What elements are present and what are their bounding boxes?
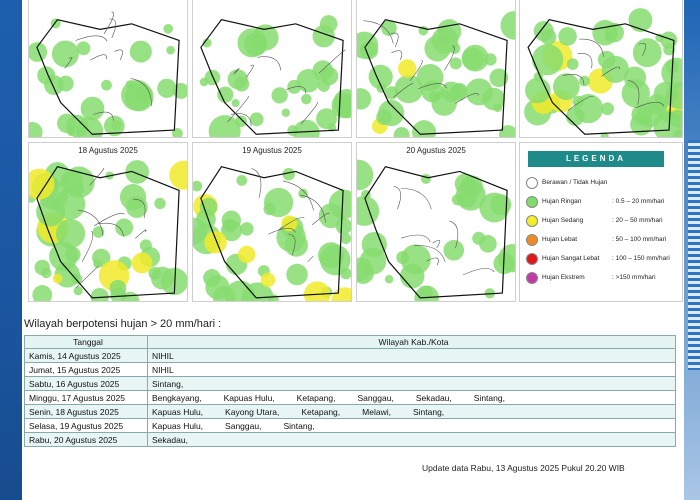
region-name: Sintang, <box>283 420 315 431</box>
forecast-map-6: 19 Agustus 2025 <box>192 142 352 302</box>
legend-swatch <box>526 196 538 208</box>
row-date: Senin, 18 Agustus 2025 <box>24 404 148 419</box>
row-regions: Kapuas Hulu, Kayong Utara, Ketapang, Melawi… <box>147 404 676 419</box>
region-name: Kapuas Hulu, <box>152 406 204 417</box>
row-date: Jumat, 15 Agustus 2025 <box>24 362 148 377</box>
forecast-panel: 18 Agustus 2025 19 Agustus 2025 20 Agustus… <box>22 0 684 500</box>
region-name: Sekadau, <box>152 434 188 445</box>
legend-label: Hujan Lebat <box>542 236 578 243</box>
row-regions: Bengkayang, Kapuas Hulu, Ketapang, Sanggau,… <box>147 390 676 405</box>
legend-swatch <box>526 215 538 227</box>
legend-range: : 20 – 50 mm/hari <box>612 217 663 224</box>
legend-range: : 0.5 – 20 mm/hari <box>612 198 665 205</box>
legend-item: Hujan Lebat : 50 – 100 mm/hari <box>526 232 676 248</box>
map-date-label: 20 Agustus 2025 <box>406 146 466 155</box>
legend-swatch <box>526 234 538 246</box>
map-graphic <box>199 15 351 137</box>
legend-item: Hujan Sedang : 20 – 50 mm/hari <box>526 213 676 229</box>
legend-item: Hujan Ekstrem : >150 mm/hari <box>526 270 676 286</box>
region-name: Ketapang, <box>301 406 341 417</box>
map-graphic <box>193 166 351 301</box>
region-name: Bengkayang, <box>152 392 202 403</box>
legend-item: Berawan / Tidak Hujan <box>526 175 676 191</box>
region-name: Kapuas Hulu, <box>223 392 275 403</box>
region-name: Sanggau, <box>225 420 262 431</box>
legend-label: Hujan Sangat Lebat <box>542 255 600 262</box>
table-header-row: Tanggal Wilayah Kab./Kota <box>24 335 676 349</box>
row-regions: Kapuas Hulu, Sanggau, Sintang, <box>147 418 676 433</box>
legend-item: Hujan Ringan : 0.5 – 20 mm/hari <box>526 194 676 210</box>
decorative-stripe <box>688 140 700 370</box>
legend-range: : >150 mm/hari <box>612 274 656 281</box>
row-regions: NIHIL <box>147 348 676 363</box>
legend-swatch <box>526 272 538 284</box>
right-blue-border <box>684 0 700 500</box>
legend-title: LEGENDA <box>528 151 664 167</box>
map-graphic <box>29 160 187 301</box>
map-graphic <box>29 11 187 137</box>
column-header-region: Wilayah Kab./Kota <box>147 335 676 349</box>
legend-item: Hujan Sangat Lebat : 100 – 150 mm/hari <box>526 251 676 267</box>
legend-range: : 50 – 100 mm/hari <box>612 236 667 243</box>
region-name: NIHIL <box>152 350 174 361</box>
row-date: Kamis, 14 Agustus 2025 <box>24 348 148 363</box>
forecast-map-7: 20 Agustus 2025 <box>356 142 516 302</box>
region-name: Kapuas Hulu, <box>152 420 204 431</box>
left-blue-border <box>0 0 22 500</box>
legend-range: : 100 – 150 mm/hari <box>612 255 670 262</box>
legend-label: Berawan / Tidak Hujan <box>542 179 608 186</box>
update-timestamp: Update data Rabu, 13 Agustus 2025 Pukul … <box>422 463 625 473</box>
forecast-map-3 <box>356 0 516 138</box>
row-regions: NIHIL <box>147 362 676 377</box>
legend-label: Hujan Ringan <box>542 198 582 205</box>
forecast-map-5: 18 Agustus 2025 <box>28 142 188 302</box>
region-name: Melawi, <box>362 406 391 417</box>
forecast-map-1 <box>28 0 188 138</box>
table-row: Rabu, 20 Agustus 2025 Sekadau, <box>24 432 676 447</box>
legend: LEGENDA Berawan / Tidak Hujan Hujan Ringa… <box>519 142 683 302</box>
table-row: Minggu, 17 Agustus 2025 Bengkayang, Kapuas… <box>24 390 676 405</box>
map-date-label: 19 Agustus 2025 <box>242 146 302 155</box>
row-date: Selasa, 19 Agustus 2025 <box>24 418 148 433</box>
row-date: Sabtu, 16 Agustus 2025 <box>24 376 148 391</box>
forecast-map-2 <box>192 0 352 138</box>
row-regions: Sintang, <box>147 376 676 391</box>
row-regions: Sekadau, <box>147 432 676 447</box>
map-graphic <box>524 8 682 137</box>
forecast-map-4 <box>519 0 683 138</box>
table-row: Jumat, 15 Agustus 2025 NIHIL <box>24 362 676 377</box>
map-graphic <box>357 11 515 137</box>
region-name: Ketapang, <box>296 392 336 403</box>
row-date: Minggu, 17 Agustus 2025 <box>24 390 148 405</box>
region-table: Tanggal Wilayah Kab./Kota Kamis, 14 Agus… <box>24 335 676 447</box>
region-name: NIHIL <box>152 364 174 375</box>
region-name: Sanggau, <box>357 392 394 403</box>
legend-label: Hujan Ekstrem <box>542 274 585 281</box>
region-name: Sintang, <box>152 378 184 389</box>
region-name: Sintang, <box>473 392 505 403</box>
row-date: Rabu, 20 Agustus 2025 <box>24 432 148 447</box>
region-name: Kayong Utara, <box>225 406 280 417</box>
legend-swatch <box>526 177 538 189</box>
legend-label: Hujan Sedang <box>542 217 584 224</box>
table-row: Sabtu, 16 Agustus 2025 Sintang, <box>24 376 676 391</box>
table-row: Selasa, 19 Agustus 2025 Kapuas Hulu, Sangg… <box>24 418 676 433</box>
table-row: Kamis, 14 Agustus 2025 NIHIL <box>24 348 676 363</box>
map-graphic <box>357 159 515 301</box>
section-title: Wilayah berpotensi hujan > 20 mm/hari : <box>24 318 222 330</box>
legend-swatch <box>526 253 538 265</box>
region-name: Sekadau, <box>415 392 452 403</box>
column-header-date: Tanggal <box>24 335 148 349</box>
region-name: Sintang, <box>412 406 445 417</box>
table-row: Senin, 18 Agustus 2025 Kapuas Hulu, Kayong… <box>24 404 676 419</box>
map-date-label: 18 Agustus 2025 <box>78 146 138 155</box>
